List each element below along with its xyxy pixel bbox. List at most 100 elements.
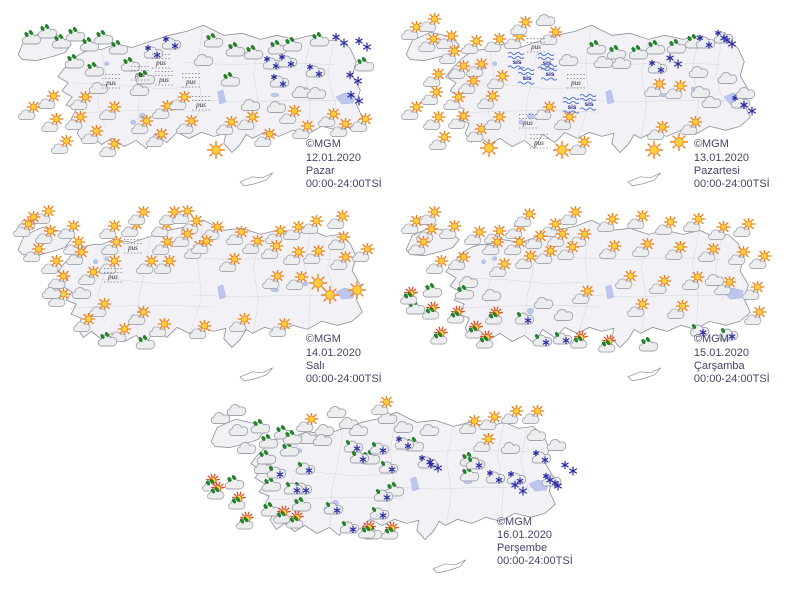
haze-pus-icon: pus — [564, 71, 588, 91]
sunny-shower-icon — [421, 301, 445, 321]
map-label: ©MGM 14.01.2020 Salı 00:00-24:00TSİ — [306, 333, 382, 386]
sun-behind-cloud-icon — [151, 236, 176, 256]
sleet-cloud-icon — [716, 322, 740, 342]
sun-behind-cloud-icon — [66, 246, 90, 266]
sun-behind-cloud-icon — [667, 299, 691, 320]
sun-icon — [345, 280, 369, 300]
cloud-icon — [239, 93, 263, 113]
sun-behind-cloud-icon — [744, 305, 768, 326]
snow-cloud-icon — [693, 30, 717, 50]
cloud-icon — [265, 95, 289, 115]
map-label: ©MGM 12.01.2020 Pazar 00:00-24:00TSİ — [306, 138, 382, 191]
rain-cloud-icon — [134, 331, 158, 351]
sun-behind-cloud-icon — [418, 32, 442, 53]
date-text: 16.01.2020 — [496, 528, 553, 541]
day-name-text: Salı — [305, 359, 325, 372]
sun-behind-cloud-icon — [443, 90, 467, 111]
snowflakes-icon — [351, 34, 375, 54]
snow-cloud-icon — [483, 465, 507, 485]
sun-behind-cloud-icon — [707, 221, 732, 241]
sun-behind-cloud-icon — [426, 255, 450, 275]
svg-text:pus: pus — [185, 78, 196, 86]
sun-behind-cloud-icon — [484, 32, 508, 53]
cloud-icon — [337, 411, 361, 431]
sun-behind-cloud-icon — [237, 110, 261, 131]
rain-cloud-icon — [281, 426, 305, 446]
haze-pus-icon: pus — [121, 236, 145, 256]
snow-cloud-icon — [141, 40, 165, 60]
rain-cloud-icon — [92, 26, 116, 46]
sun-behind-cloud-icon — [571, 285, 596, 305]
sun-behind-cloud-icon — [108, 323, 133, 343]
weather-icons-layer: pus pus — [8, 199, 400, 391]
sun-behind-cloud-icon — [13, 217, 37, 238]
rain-cloud-icon — [223, 471, 247, 491]
sun-behind-cloud-icon — [38, 90, 62, 110]
cloud-icon — [716, 66, 740, 86]
sunny-shower-icon — [597, 334, 621, 354]
sun-behind-cloud-icon — [649, 275, 673, 295]
rain-cloud-icon — [585, 36, 609, 56]
sun-behind-cloud-icon — [473, 433, 497, 453]
sun-behind-cloud-icon — [647, 120, 671, 141]
sun-behind-cloud-icon — [665, 80, 689, 100]
svg-text:pus: pus — [195, 101, 206, 109]
sun-icon — [318, 285, 342, 305]
sun-behind-cloud-icon — [216, 115, 240, 136]
sun-behind-cloud-icon — [514, 250, 539, 270]
cloud-icon — [700, 90, 724, 110]
sleet-cloud-icon — [337, 515, 361, 535]
sleet-cloud-icon — [264, 460, 288, 480]
sun-behind-cloud-icon — [176, 114, 200, 135]
rain-cloud-icon — [421, 279, 445, 299]
time-range-text: 00:00-24:00TSİ — [693, 372, 770, 385]
day-name-text: Çarşamba — [693, 359, 745, 372]
fog-sis-icon: sis — [560, 95, 584, 115]
rain-cloud-icon — [353, 53, 377, 73]
sun-behind-cloud-icon — [329, 118, 354, 138]
cloud-icon — [225, 398, 249, 418]
snowflakes-icon — [542, 473, 566, 493]
sunny-shower-icon — [569, 330, 593, 350]
time-range-text: 00:00-24:00TSİ — [693, 177, 770, 190]
sun-behind-cloud-icon — [41, 113, 65, 133]
sun-behind-cloud-icon — [742, 280, 766, 301]
cloud-icon — [311, 428, 335, 448]
sun-behind-cloud-icon — [172, 227, 196, 248]
sun-behind-cloud-icon — [78, 265, 102, 286]
rain-cloud-icon — [219, 68, 243, 88]
sun-behind-cloud-icon — [189, 319, 213, 340]
sun-behind-cloud-icon — [58, 219, 82, 240]
sun-behind-cloud-icon — [190, 235, 215, 255]
sun-behind-cloud-icon — [439, 219, 463, 240]
sun-behind-cloud-icon — [329, 251, 354, 271]
svg-text:pus: pus — [158, 76, 169, 84]
sun-behind-cloud-icon — [546, 227, 571, 248]
sun-behind-cloud-icon — [169, 90, 193, 111]
day-name-text: Pazar — [305, 164, 335, 177]
haze-pus-icon: pus — [516, 111, 540, 131]
snowflakes-icon — [557, 458, 581, 478]
sleet-cloud-icon — [687, 318, 711, 338]
snow-cloud-icon — [529, 445, 553, 465]
sleet-cloud-icon — [281, 476, 305, 496]
cloud-icon — [87, 76, 111, 96]
svg-text:pus: pus — [533, 139, 544, 147]
sun-behind-cloud-icon — [327, 231, 352, 251]
rain-cloud-icon — [64, 23, 88, 43]
snowflakes-icon — [507, 478, 531, 498]
sunny-shower-icon — [484, 306, 508, 326]
sun-icon — [642, 140, 666, 160]
sun-behind-cloud-icon — [597, 213, 621, 233]
sun-behind-cloud-icon — [262, 270, 286, 290]
sun-behind-cloud-icon — [128, 305, 152, 326]
sleet-cloud-icon — [550, 326, 574, 346]
rain-cloud-icon — [50, 30, 74, 50]
date-text: 12.01.2020 — [305, 151, 361, 164]
svg-text:sis: sis — [545, 71, 554, 78]
sun-behind-cloud-icon — [521, 405, 546, 425]
copyright-text: ©MGM — [693, 138, 729, 151]
sun-behind-cloud-icon — [100, 236, 125, 256]
sun-behind-cloud-icon — [172, 204, 196, 225]
cloud-icon — [418, 418, 442, 438]
